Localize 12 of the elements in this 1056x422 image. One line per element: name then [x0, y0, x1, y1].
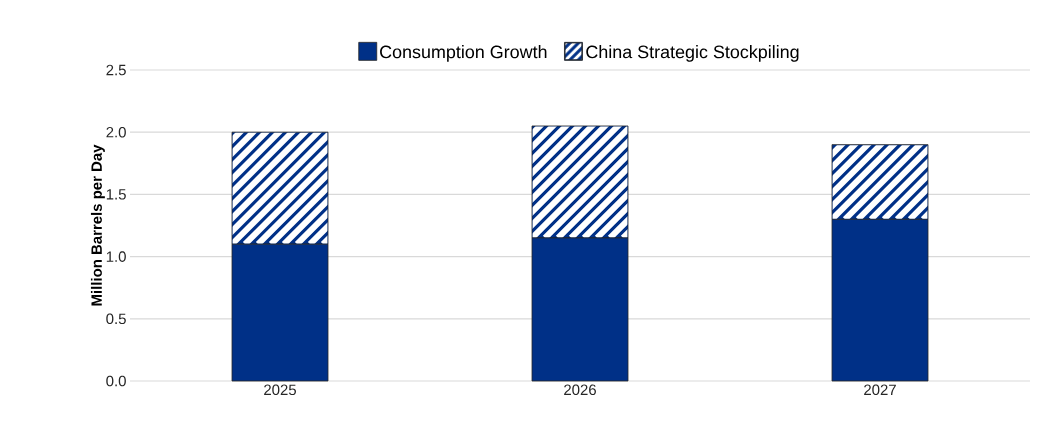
y-axis-title: Million Barrels per Day — [90, 144, 105, 306]
y-tick-label: 2.5 — [106, 64, 126, 76]
x-tick-label: 2027 — [864, 384, 896, 396]
legend-label: Consumption Growth — [380, 45, 547, 62]
y-tick-label: 1.0 — [106, 251, 126, 262]
y-tick-label: 0.5 — [106, 313, 126, 325]
legend-label: China Strategic Stockpiling — [586, 45, 799, 62]
y-tick-label: 1.5 — [106, 189, 126, 200]
y-tick-label: 2.0 — [106, 126, 126, 138]
x-tick-label: 2026 — [564, 384, 596, 396]
x-tick-label: 2025 — [264, 384, 296, 396]
y-tick-label: 0.0 — [106, 375, 126, 387]
